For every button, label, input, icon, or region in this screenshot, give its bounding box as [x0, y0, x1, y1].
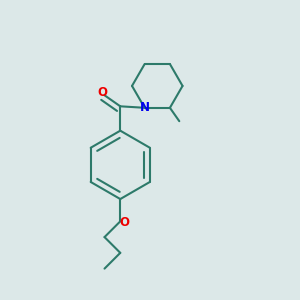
- Text: N: N: [140, 101, 150, 114]
- Text: O: O: [119, 216, 129, 229]
- Text: O: O: [97, 86, 107, 99]
